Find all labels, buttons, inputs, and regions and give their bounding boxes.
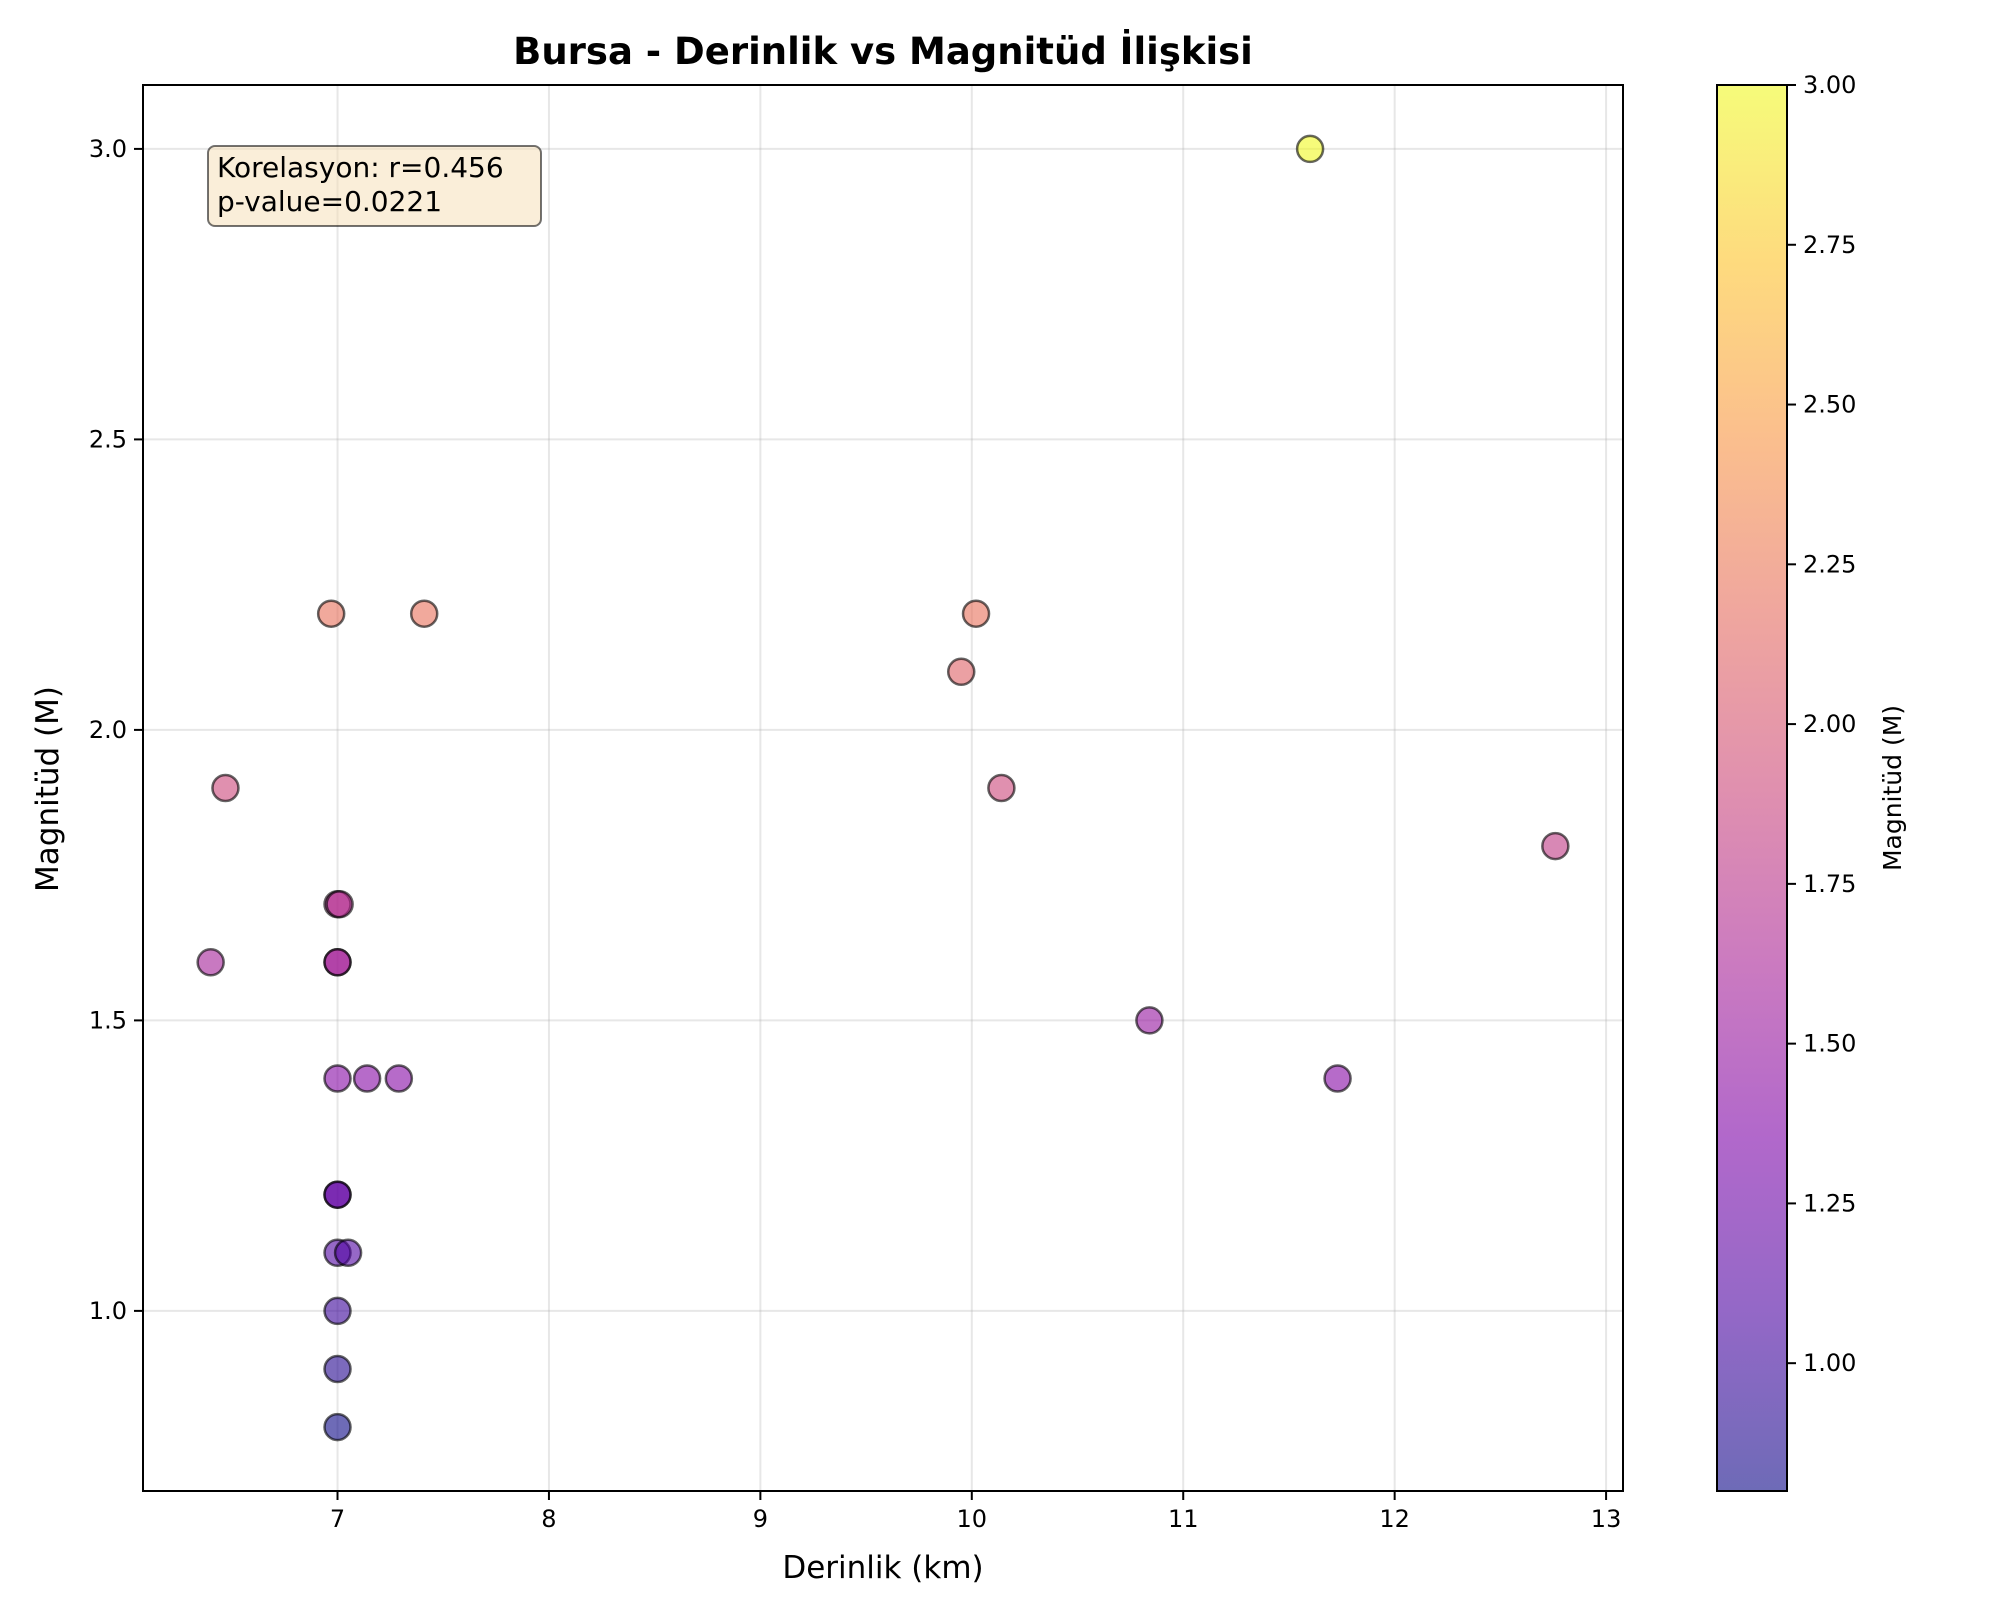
colorbar-tick-label: 1.00 xyxy=(1803,1349,1856,1377)
annotation-line-2: p-value=0.0221 xyxy=(217,185,442,218)
data-point xyxy=(384,1064,414,1093)
data-point xyxy=(316,599,346,628)
x-tick-label: 7 xyxy=(330,1505,345,1533)
data-point xyxy=(323,1412,352,1442)
colorbar-tick-label: 2.50 xyxy=(1803,391,1856,419)
data-point xyxy=(323,1354,352,1384)
data-point xyxy=(961,599,991,628)
chart-title: Bursa - Derinlik vs Magnitüd İlişkisi xyxy=(513,29,1253,73)
colorbar-tick-label: 3.00 xyxy=(1803,71,1856,99)
annotation-box xyxy=(207,145,542,227)
colorbar-tick-label: 1.25 xyxy=(1803,1189,1856,1217)
data-points xyxy=(196,134,1570,1442)
x-tick-label: 8 xyxy=(541,1505,556,1533)
data-point xyxy=(323,1064,352,1093)
colorbar-tick-label: 1.50 xyxy=(1803,1030,1856,1058)
data-point xyxy=(352,1064,382,1093)
colorbar-tick-label: 2.75 xyxy=(1803,231,1856,259)
data-point xyxy=(323,1180,352,1209)
data-point xyxy=(1295,134,1325,164)
y-axis-label: Magnitüd (M) xyxy=(30,686,66,892)
data-point xyxy=(211,773,240,803)
plot-background xyxy=(143,85,1623,1491)
colorbar: 1.00 1.25 1.50 1.75 2.00 2.25 2.50 2.75 3.00 Mag… xyxy=(1716,71,1907,1492)
y-tick-label: 3.0 xyxy=(89,135,127,163)
x-tick-label: 11 xyxy=(1168,1505,1199,1533)
annotation-line-1: Korelasyon: r=0.456 xyxy=(217,151,504,184)
colorbar-gradient xyxy=(1717,85,1787,1491)
x-axis-label: Derinlik (km) xyxy=(782,1550,983,1586)
y-tick-label: 2.5 xyxy=(89,425,127,453)
colorbar-tick-label: 2.25 xyxy=(1803,550,1856,578)
data-point xyxy=(987,773,1016,803)
x-tick-label: 10 xyxy=(957,1505,988,1533)
colorbar-ticks: 1.00 1.25 1.50 1.75 2.00 2.25 2.50 2.75 3.00 xyxy=(1787,71,1856,1377)
data-point xyxy=(323,1296,352,1326)
data-point xyxy=(333,1238,363,1268)
x-tick-label: 12 xyxy=(1379,1505,1410,1533)
data-point xyxy=(325,889,354,919)
data-point xyxy=(1541,831,1570,861)
data-point xyxy=(323,948,352,977)
correlation-annotation: Korelasyon: r=0.456 p-value=0.0221 xyxy=(207,145,542,227)
x-tick-label: 13 xyxy=(1591,1505,1622,1533)
y-tick-label: 1.5 xyxy=(89,1006,127,1034)
x-tick-label: 9 xyxy=(753,1505,768,1533)
y-axis-ticks: 1.0 1.5 2.0 2.5 3.0 xyxy=(89,135,143,1325)
y-tick-label: 1.0 xyxy=(89,1297,127,1325)
y-tick-label: 2.0 xyxy=(89,716,127,744)
colorbar-label: Magnitüd (M) xyxy=(1878,705,1907,871)
data-point xyxy=(1323,1064,1352,1093)
colorbar-tick-label: 1.75 xyxy=(1803,870,1856,898)
data-point xyxy=(946,657,976,687)
colorbar-frame xyxy=(1716,84,1788,1492)
data-point xyxy=(196,948,225,977)
plot-area: 7 8 9 10 11 12 13 1.0 1.5 2.0 2.5 3.0 xyxy=(89,84,1624,1533)
colorbar-tick-label: 2.00 xyxy=(1803,710,1856,738)
x-axis-ticks: 7 8 9 10 11 12 13 xyxy=(330,1491,1621,1533)
data-point xyxy=(1135,1006,1164,1035)
plot-frame xyxy=(142,84,1624,1492)
data-point xyxy=(409,599,439,628)
